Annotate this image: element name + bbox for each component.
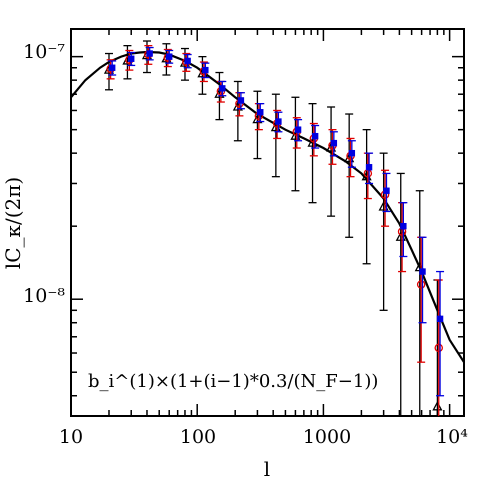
- circle-point: [434, 343, 443, 353]
- axis-ticks: [70, 29, 464, 416]
- square-point: [166, 53, 173, 60]
- square-point: [219, 85, 226, 92]
- square-point: [257, 109, 264, 116]
- x-tick-label-10: 10: [59, 426, 83, 448]
- x-axis-label: l: [264, 457, 270, 481]
- square-point: [419, 268, 426, 275]
- square-point: [436, 315, 444, 323]
- x-tick-label-100: 100: [180, 426, 216, 448]
- square-point: [237, 97, 245, 104]
- square-point: [146, 50, 153, 57]
- square-point: [108, 64, 116, 71]
- square-point: [184, 57, 191, 65]
- circle-point: [416, 280, 426, 289]
- square-point: [294, 126, 302, 133]
- square-point: [202, 66, 209, 74]
- data-marks: [103, 40, 445, 416]
- square-point: [275, 118, 282, 125]
- square-point: [128, 55, 135, 62]
- square-point: [330, 139, 338, 147]
- annotation-bias-formula: b_i^(1)×(1+(i−1)*0.3/(N_F−1)): [88, 371, 378, 392]
- y-tick-label-1e-7: 10⁻⁷: [23, 41, 65, 63]
- x-tick-label-10000: 10⁴: [436, 426, 468, 448]
- square-point: [311, 132, 319, 140]
- square-point: [365, 164, 373, 171]
- model-curve: [70, 50, 465, 363]
- square-point: [383, 187, 390, 194]
- y-tick-label-1e-8: 10⁻⁸: [23, 285, 65, 307]
- square-point: [348, 149, 356, 157]
- plot-frame: [70, 28, 465, 417]
- x-tick-label-1000: 1000: [303, 426, 351, 448]
- square-point: [400, 222, 407, 230]
- y-axis-label: lC_κ/(2π): [1, 177, 25, 269]
